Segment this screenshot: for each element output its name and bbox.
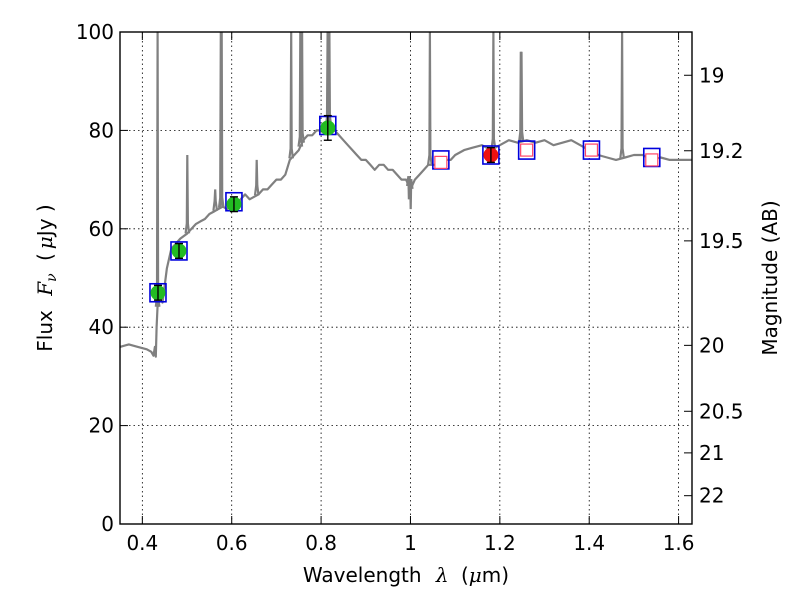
y-axis-title-unit-close: Jy ) bbox=[33, 204, 57, 238]
spectrum-line bbox=[120, 124, 692, 358]
y-axis-title-subscript: ν bbox=[44, 273, 60, 282]
x-axis-title-unit-mu: μ bbox=[469, 563, 482, 587]
emission-line bbox=[518, 51, 525, 142]
spectrum-layer bbox=[120, 32, 692, 358]
mag-tick-label: 19.5 bbox=[699, 229, 744, 253]
model-photometry-square bbox=[582, 140, 601, 160]
x-axis-title-unit-close: m) bbox=[482, 563, 509, 587]
emission-line bbox=[184, 154, 191, 234]
model-photometry-square bbox=[517, 140, 536, 160]
emission-line bbox=[154, 32, 161, 307]
x-tick-label: 1.6 bbox=[663, 531, 695, 555]
emission-line bbox=[427, 32, 433, 165]
plot-frame bbox=[119, 31, 693, 525]
x-tick-label: 0.6 bbox=[216, 531, 248, 555]
y-tick-label: 40 bbox=[89, 315, 114, 339]
mag-tick-label: 19.2 bbox=[699, 139, 744, 163]
emission-line bbox=[288, 32, 294, 159]
emission-line bbox=[407, 178, 414, 210]
y-tick-label: 100 bbox=[76, 20, 114, 44]
y-tick-label: 80 bbox=[89, 118, 114, 142]
emission-line bbox=[218, 32, 225, 208]
x-tick-label: 0.8 bbox=[305, 531, 337, 555]
ticks-layer: 0.4 0.6 0.8 1 1.2 1.4 1.6 0 20 40 60 80 100 19 19.2 19.… bbox=[76, 20, 744, 555]
markers-layer bbox=[149, 114, 661, 303]
y-axis-title: Flux Fν ( μJy ) bbox=[33, 204, 61, 351]
upper-limit-square bbox=[584, 143, 599, 157]
x-tick-label: 1.4 bbox=[573, 531, 605, 555]
mag-tick-label: 20 bbox=[699, 333, 724, 357]
y-axis-title-unit-mu: μ bbox=[33, 236, 57, 249]
x-axis-title-text: Wavelength bbox=[303, 563, 422, 587]
x-axis-title: Wavelength λ (μm) bbox=[303, 563, 509, 587]
x-tick-label: 0.4 bbox=[126, 531, 158, 555]
model-photometry-square bbox=[170, 241, 188, 261]
x-tick-label: 1.2 bbox=[484, 531, 516, 555]
y-axis-title-symbol: F bbox=[33, 281, 57, 297]
y-tick-label: 60 bbox=[89, 217, 114, 241]
y-axis-title-unit-open: ( bbox=[33, 253, 57, 261]
grid-lines bbox=[120, 32, 692, 524]
model-photometry-square bbox=[149, 282, 167, 303]
emission-line bbox=[619, 32, 625, 159]
y-tick-label: 0 bbox=[101, 512, 114, 536]
x-axis-title-symbol: λ bbox=[435, 563, 449, 587]
y-tick-label: 20 bbox=[89, 414, 114, 438]
emission-line bbox=[299, 32, 305, 143]
upper-limit-square bbox=[520, 143, 534, 157]
mag-tick-label: 22 bbox=[699, 484, 724, 508]
x-tick-label: 1 bbox=[404, 531, 417, 555]
emission-line bbox=[253, 159, 260, 196]
emission-line bbox=[212, 189, 219, 211]
mag-tick-label: 19 bbox=[699, 63, 724, 87]
mag-tick-label: 20.5 bbox=[699, 399, 744, 423]
y2-axis-title: Magnitude (AB) bbox=[758, 200, 782, 355]
model-photometry-square bbox=[482, 145, 500, 165]
emission-line bbox=[490, 32, 497, 149]
mag-tick-label: 21 bbox=[699, 441, 724, 465]
x-axis-title-unit-open: ( bbox=[461, 563, 469, 587]
upper-limit-square bbox=[645, 153, 659, 167]
y-axis-title-text: Flux bbox=[33, 310, 57, 352]
upper-limit-square bbox=[434, 155, 448, 169]
